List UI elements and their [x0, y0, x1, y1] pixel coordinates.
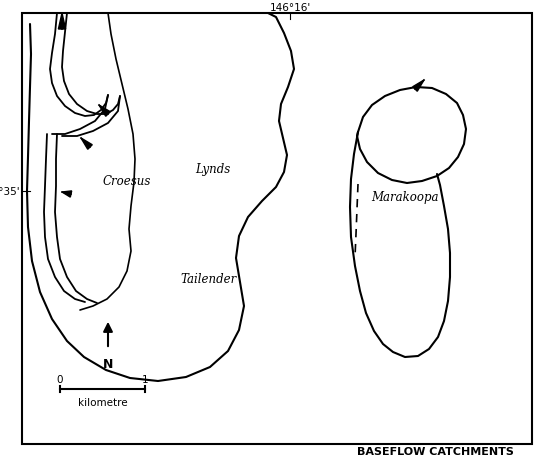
Text: 41°35': 41°35': [0, 187, 20, 196]
Polygon shape: [99, 106, 110, 117]
Polygon shape: [62, 191, 72, 198]
Text: Tailender: Tailender: [180, 273, 236, 286]
Text: 0: 0: [57, 374, 63, 384]
Text: N: N: [103, 357, 113, 370]
Polygon shape: [58, 14, 66, 30]
Text: 1: 1: [142, 374, 149, 384]
Polygon shape: [413, 81, 424, 92]
Polygon shape: [81, 139, 92, 150]
Text: 146°16': 146°16': [269, 3, 311, 13]
Text: kilometre: kilometre: [78, 397, 127, 407]
Text: Croesus: Croesus: [103, 175, 151, 188]
Text: Marakoopa: Marakoopa: [371, 191, 439, 204]
Text: BASEFLOW CATCHMENTS: BASEFLOW CATCHMENTS: [357, 446, 513, 456]
Text: Lynds: Lynds: [195, 163, 230, 176]
